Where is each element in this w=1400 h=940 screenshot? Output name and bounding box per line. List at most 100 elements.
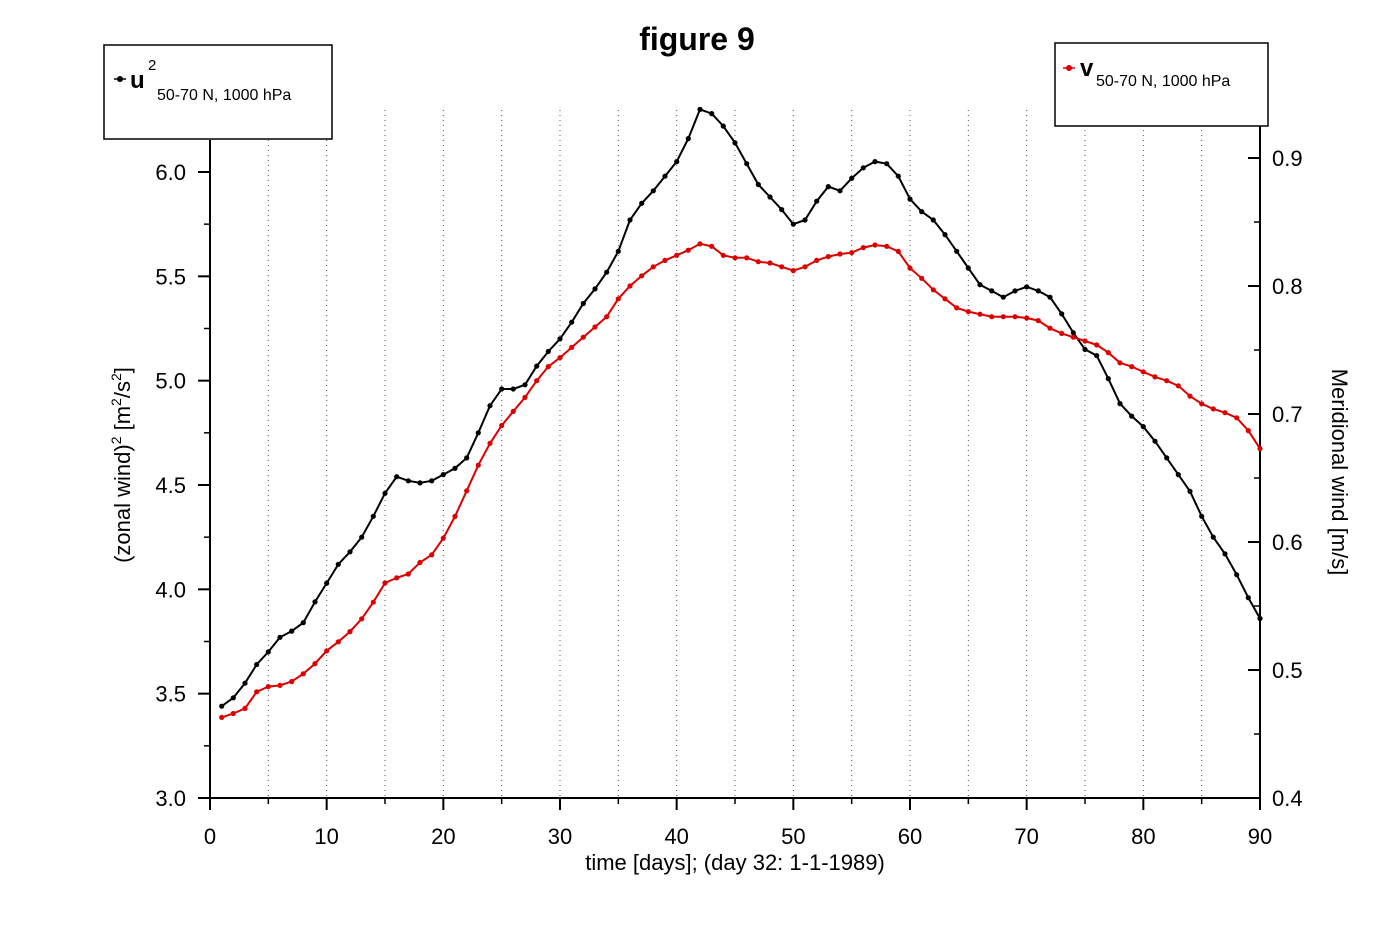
data-point-v	[755, 259, 761, 265]
data-point-v	[429, 552, 435, 558]
data-point-u2	[219, 703, 225, 709]
data-point-v	[1222, 410, 1228, 416]
data-point-v	[697, 241, 703, 247]
data-point-v	[1129, 364, 1135, 370]
data-point-u2	[394, 474, 400, 480]
data-point-v	[1140, 369, 1146, 375]
data-point-u2	[557, 336, 563, 342]
y-left-tick-label: 5.0	[155, 369, 186, 394]
data-point-u2	[860, 165, 866, 171]
legend-u2-sup: 2	[148, 57, 156, 74]
data-point-v	[265, 684, 271, 690]
data-point-u2	[872, 159, 878, 165]
data-point-u2	[382, 490, 388, 496]
data-point-u2	[1024, 284, 1030, 290]
y-right-axis-title: Meridional wind [m/s]	[1327, 369, 1352, 576]
data-point-v	[732, 255, 738, 261]
data-point-v	[452, 513, 458, 520]
data-point-v	[709, 243, 715, 249]
data-point-v	[825, 254, 831, 260]
y-left-tick-label: 6.0	[155, 160, 186, 185]
data-point-u2	[300, 620, 306, 626]
data-point-u2	[277, 634, 283, 640]
data-point-v	[347, 629, 353, 635]
data-point-v	[335, 639, 341, 645]
y-left-title-post: ]	[110, 367, 135, 373]
data-point-v	[790, 268, 796, 274]
data-point-u2	[697, 106, 703, 112]
data-point-v	[674, 252, 680, 258]
data-point-v	[522, 394, 528, 400]
data-point-v	[557, 355, 563, 361]
legend-u2-marker	[117, 76, 123, 82]
data-point-v	[440, 535, 446, 541]
data-point-u2	[580, 300, 586, 307]
data-point-u2	[289, 628, 295, 634]
data-point-u2	[335, 561, 341, 567]
data-point-v	[919, 275, 925, 281]
data-point-v	[615, 296, 621, 302]
y-right-tick-label: 0.9	[1272, 146, 1303, 171]
series	[219, 106, 1263, 721]
data-point-u2	[790, 221, 796, 227]
data-point-v	[1059, 330, 1065, 336]
data-point-v	[965, 309, 971, 315]
y-left-title-pre: (zonal wind)	[110, 444, 135, 563]
data-point-v	[720, 252, 726, 258]
data-point-u2	[604, 269, 610, 275]
data-point-v	[592, 324, 598, 330]
data-point-v	[510, 408, 516, 414]
data-point-u2	[569, 319, 575, 325]
data-point-v	[930, 287, 936, 293]
data-point-u2	[464, 455, 470, 461]
data-point-u2	[475, 430, 481, 436]
y-left-title-mid2: /s	[110, 381, 135, 398]
data-point-u2	[755, 181, 761, 188]
data-point-u2	[1035, 288, 1041, 294]
data-point-v	[359, 616, 365, 622]
data-point-v	[254, 689, 260, 695]
data-point-u2	[989, 288, 995, 294]
data-point-v	[1047, 325, 1053, 331]
data-point-u2	[1047, 294, 1053, 300]
data-point-u2	[417, 480, 423, 486]
data-point-v	[1234, 415, 1240, 421]
data-point-u2	[767, 194, 773, 200]
data-point-u2	[1222, 551, 1228, 557]
legend-u2-symbol: u	[130, 67, 145, 94]
data-point-v	[487, 440, 493, 446]
x-tick-label: 10	[314, 824, 338, 849]
data-point-v	[1070, 334, 1076, 340]
data-point-v	[1245, 428, 1251, 434]
legend-u2-sub: 50-70 N, 1000 hPa	[157, 87, 291, 104]
data-point-v	[860, 245, 866, 251]
data-point-u2	[954, 248, 960, 254]
x-tick-label: 20	[431, 824, 455, 849]
data-point-u2	[1094, 353, 1100, 359]
legend-u2: u 2 50-70 N, 1000 hPa	[103, 44, 333, 140]
data-point-v	[849, 250, 855, 256]
data-point-u2	[1175, 472, 1181, 478]
data-point-u2	[674, 159, 680, 165]
y-left-tick-label: 3.0	[155, 786, 186, 811]
data-point-u2	[1070, 330, 1076, 336]
data-point-u2	[639, 200, 645, 206]
data-point-v	[767, 260, 773, 266]
data-point-v	[219, 714, 225, 721]
x-tick-label: 90	[1248, 824, 1272, 849]
data-point-u2	[802, 217, 808, 223]
data-point-u2	[814, 198, 820, 204]
y-left-title-sup1: 2	[108, 436, 124, 444]
data-point-u2	[884, 161, 890, 167]
x-tick-label: 40	[664, 824, 688, 849]
data-point-u2	[1164, 455, 1170, 461]
data-point-u2	[1152, 438, 1158, 444]
x-tick-label: 70	[1014, 824, 1038, 849]
data-point-v	[405, 571, 411, 577]
data-point-u2	[1234, 572, 1240, 578]
data-point-u2	[942, 232, 948, 238]
data-point-u2	[359, 534, 365, 540]
ticks: 0 10 20 30 40 50 60 70 80 90 3.0 3.5 4.0 4.5 5.0 5.5 6.0…	[155, 119, 1303, 849]
data-point-v	[837, 251, 843, 257]
